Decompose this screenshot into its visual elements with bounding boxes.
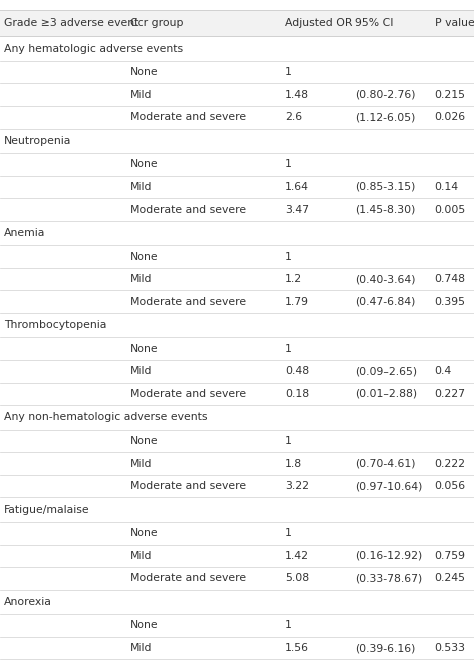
Text: (0.47-6.84): (0.47-6.84) xyxy=(355,297,415,307)
Text: 0.227: 0.227 xyxy=(435,389,465,399)
Text: Fatigue/malaise: Fatigue/malaise xyxy=(4,505,90,515)
Text: 0.026: 0.026 xyxy=(435,113,466,123)
Text: (0.80-2.76): (0.80-2.76) xyxy=(355,90,416,100)
Text: None: None xyxy=(130,67,158,77)
Text: Mild: Mild xyxy=(130,459,152,469)
Text: Mild: Mild xyxy=(130,551,152,561)
Text: 0.14: 0.14 xyxy=(435,182,459,192)
Text: (1.45-8.30): (1.45-8.30) xyxy=(355,204,415,214)
Text: 2.6: 2.6 xyxy=(285,113,302,123)
Text: 0.215: 0.215 xyxy=(435,90,465,100)
Text: None: None xyxy=(130,621,158,631)
Text: Mild: Mild xyxy=(130,274,152,284)
Text: 1.48: 1.48 xyxy=(285,90,309,100)
Text: Mild: Mild xyxy=(130,643,152,653)
Text: 0.395: 0.395 xyxy=(435,297,465,307)
Text: (0.33-78.67): (0.33-78.67) xyxy=(355,573,422,583)
Text: None: None xyxy=(130,436,158,446)
Text: 0.533: 0.533 xyxy=(435,643,465,653)
Text: Ccr group: Ccr group xyxy=(130,18,183,28)
Text: Grade ≥3 adverse event: Grade ≥3 adverse event xyxy=(4,18,138,28)
Bar xyxy=(0,10,474,37)
Text: 0.48: 0.48 xyxy=(285,366,309,376)
Text: 0.245: 0.245 xyxy=(435,573,465,583)
Text: (0.39-6.16): (0.39-6.16) xyxy=(355,643,415,653)
Text: Neutropenia: Neutropenia xyxy=(4,136,71,146)
Text: (1.12-6.05): (1.12-6.05) xyxy=(355,113,415,123)
Text: 95% CI: 95% CI xyxy=(355,18,393,28)
Text: Anemia: Anemia xyxy=(4,228,45,238)
Text: Anorexia: Anorexia xyxy=(4,597,52,607)
Text: Any hematologic adverse events: Any hematologic adverse events xyxy=(4,43,183,53)
Text: None: None xyxy=(130,159,158,169)
Text: 3.47: 3.47 xyxy=(285,204,309,214)
Text: Mild: Mild xyxy=(130,90,152,100)
Text: 3.22: 3.22 xyxy=(285,481,309,492)
Text: None: None xyxy=(130,344,158,354)
Text: 0.005: 0.005 xyxy=(435,204,466,214)
Text: Moderate and severe: Moderate and severe xyxy=(130,573,246,583)
Text: (0.01–2.88): (0.01–2.88) xyxy=(355,389,417,399)
Text: (0.40-3.64): (0.40-3.64) xyxy=(355,274,416,284)
Text: (0.16-12.92): (0.16-12.92) xyxy=(355,551,422,561)
Text: 1: 1 xyxy=(285,528,292,538)
Text: 1: 1 xyxy=(285,621,292,631)
Text: Any non-hematologic adverse events: Any non-hematologic adverse events xyxy=(4,412,207,422)
Text: 1.64: 1.64 xyxy=(285,182,309,192)
Text: 1: 1 xyxy=(285,67,292,77)
Text: Moderate and severe: Moderate and severe xyxy=(130,113,246,123)
Text: (0.97-10.64): (0.97-10.64) xyxy=(355,481,422,492)
Text: 1.79: 1.79 xyxy=(285,297,309,307)
Text: 0.4: 0.4 xyxy=(435,366,452,376)
Text: (0.85-3.15): (0.85-3.15) xyxy=(355,182,415,192)
Text: 0.748: 0.748 xyxy=(435,274,465,284)
Text: Moderate and severe: Moderate and severe xyxy=(130,297,246,307)
Text: 1: 1 xyxy=(285,344,292,354)
Text: None: None xyxy=(130,528,158,538)
Text: Moderate and severe: Moderate and severe xyxy=(130,389,246,399)
Text: 1: 1 xyxy=(285,436,292,446)
Text: 1: 1 xyxy=(285,252,292,262)
Text: Moderate and severe: Moderate and severe xyxy=(130,204,246,214)
Text: 0.222: 0.222 xyxy=(435,459,465,469)
Text: 1.2: 1.2 xyxy=(285,274,302,284)
Text: 1: 1 xyxy=(285,159,292,169)
Text: 5.08: 5.08 xyxy=(285,573,309,583)
Text: (0.09–2.65): (0.09–2.65) xyxy=(355,366,417,376)
Text: 0.18: 0.18 xyxy=(285,389,309,399)
Text: 1.42: 1.42 xyxy=(285,551,309,561)
Text: Thrombocytopenia: Thrombocytopenia xyxy=(4,320,106,330)
Text: Mild: Mild xyxy=(130,366,152,376)
Text: 0.056: 0.056 xyxy=(435,481,466,492)
Text: 1.8: 1.8 xyxy=(285,459,302,469)
Text: Moderate and severe: Moderate and severe xyxy=(130,481,246,492)
Text: Adjusted OR: Adjusted OR xyxy=(285,18,352,28)
Text: None: None xyxy=(130,252,158,262)
Text: Mild: Mild xyxy=(130,182,152,192)
Text: 1.56: 1.56 xyxy=(285,643,309,653)
Text: 0.759: 0.759 xyxy=(435,551,465,561)
Text: P value: P value xyxy=(435,18,474,28)
Text: (0.70-4.61): (0.70-4.61) xyxy=(355,459,416,469)
